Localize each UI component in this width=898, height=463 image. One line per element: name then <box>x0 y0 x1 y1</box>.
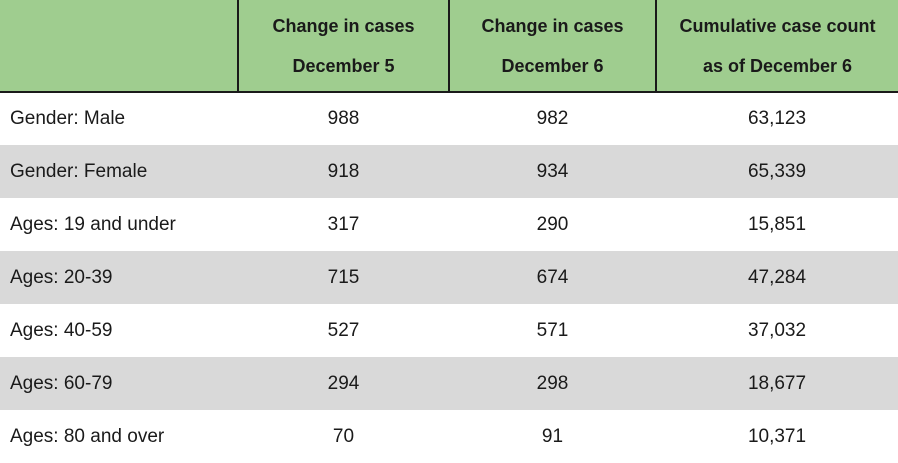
cell-dec6: 298 <box>536 372 569 394</box>
table-row: Gender: Female 918 934 65,339 <box>0 145 898 198</box>
cell-cumulative: 65,339 <box>747 160 807 182</box>
cell-dec6: 674 <box>536 266 569 288</box>
cell-dec5: 715 <box>327 266 360 288</box>
cell-dec5: 294 <box>327 372 360 394</box>
row-label: Gender: Male <box>10 108 126 129</box>
row-label: Ages: 19 and under <box>10 213 176 235</box>
cell-dec6: 571 <box>536 319 569 341</box>
cell-dec6: 982 <box>536 108 569 129</box>
header-line: December 6 <box>501 55 604 76</box>
cell-dec6: 91 <box>541 425 564 447</box>
row-label: Ages: 80 and over <box>10 425 165 447</box>
header-line: Cumulative case count <box>679 15 876 36</box>
header-cell-empty <box>0 0 238 93</box>
header-line: as of December 6 <box>702 55 853 76</box>
header-cell-cumulative: Cumulative case count as of December 6 <box>655 0 898 93</box>
table-row: Ages: 40-59 527 571 37,032 <box>0 304 898 357</box>
cell-cumulative: 18,677 <box>747 372 807 394</box>
cell-dec6: 934 <box>536 160 569 182</box>
header-line: Change in cases <box>481 15 624 36</box>
row-label: Ages: 60-79 <box>10 372 113 394</box>
row-label: Ages: 40-59 <box>10 319 113 341</box>
header-cell-dec6: Change in cases December 6 <box>448 0 656 93</box>
cell-dec5: 988 <box>327 108 360 129</box>
cell-cumulative: 10,371 <box>747 425 807 447</box>
header-cell-dec5: Change in cases December 5 <box>237 0 449 93</box>
cell-cumulative: 63,123 <box>747 108 807 129</box>
row-label: Gender: Female <box>10 160 148 182</box>
cell-dec6: 290 <box>536 213 569 235</box>
row-label: Ages: 20-39 <box>10 266 113 288</box>
cell-cumulative: 37,032 <box>747 319 807 341</box>
cell-dec5: 918 <box>327 160 360 182</box>
table-row: Ages: 80 and over 70 91 10,371 <box>0 410 898 463</box>
cell-cumulative: 47,284 <box>747 266 807 288</box>
table-row: Ages: 60-79 294 298 18,677 <box>0 357 898 410</box>
cell-dec5: 317 <box>327 213 360 235</box>
cell-dec5: 70 <box>332 425 355 447</box>
table-row: Gender: Male 988 982 63,123 <box>0 92 898 145</box>
cell-cumulative: 15,851 <box>747 213 807 235</box>
header-line: December 5 <box>292 55 395 76</box>
cell-dec5: 527 <box>327 319 360 341</box>
table-row: Ages: 19 and under 317 290 15,851 <box>0 198 898 251</box>
header-line: Change in cases <box>272 15 415 36</box>
table-row: Ages: 20-39 715 674 47,284 <box>0 251 898 304</box>
header-row: Change in cases December 5 Change in cas… <box>0 0 898 93</box>
